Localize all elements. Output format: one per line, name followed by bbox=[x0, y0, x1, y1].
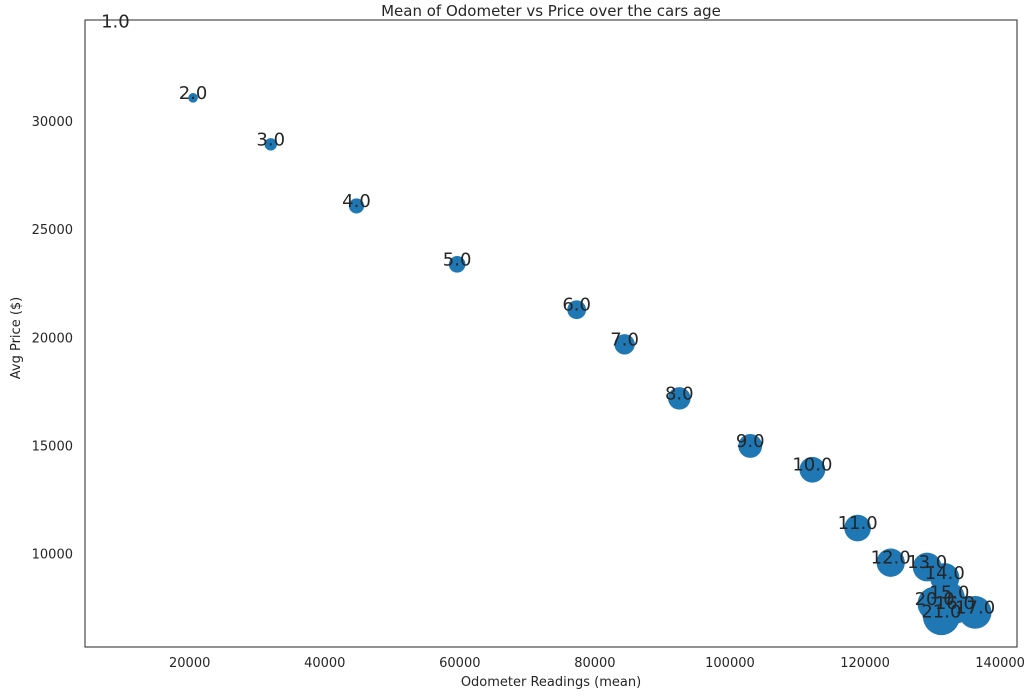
data-point-label: 12.0 bbox=[871, 548, 911, 569]
x-tick-label: 40000 bbox=[304, 656, 345, 671]
data-point bbox=[668, 387, 691, 410]
x-tick-label: 120000 bbox=[840, 656, 890, 671]
data-point-label: 1.0 bbox=[101, 11, 130, 32]
data-point-label: 17.0 bbox=[955, 597, 995, 618]
data-point bbox=[922, 598, 960, 636]
data-point-label: 9.0 bbox=[736, 431, 765, 452]
data-point bbox=[448, 255, 466, 273]
data-point bbox=[188, 93, 198, 103]
y-tick-labels: 10000 15000 20000 25000 30000 bbox=[32, 115, 73, 562]
x-tick-label: 20000 bbox=[169, 656, 210, 671]
data-point-label: 15.0 bbox=[929, 582, 969, 603]
data-point-label: 13.0 bbox=[907, 552, 947, 573]
data-point-label: 6.0 bbox=[562, 295, 591, 316]
data-point bbox=[348, 198, 365, 214]
data-point bbox=[799, 456, 826, 483]
data-point-label: 8.0 bbox=[665, 383, 694, 404]
data-point bbox=[958, 596, 992, 629]
data-point-label: 5.0 bbox=[443, 249, 472, 270]
data-point-label: 16.0 bbox=[935, 593, 975, 614]
data-point-label: 4.0 bbox=[342, 191, 371, 212]
data-point bbox=[264, 138, 277, 151]
y-axis-label: Avg Price ($) bbox=[9, 297, 24, 379]
x-tick-labels: 20000 40000 60000 80000 100000 120000 140000 bbox=[169, 656, 1025, 671]
y-tick-label: 20000 bbox=[32, 331, 73, 346]
data-point bbox=[844, 514, 871, 542]
y-tick-label: 10000 bbox=[32, 548, 73, 563]
data-point-label: 7.0 bbox=[610, 329, 639, 350]
data-point bbox=[738, 434, 763, 458]
data-point-label: 11.0 bbox=[838, 513, 878, 534]
data-point-label: 3.0 bbox=[256, 129, 285, 150]
y-tick-label: 30000 bbox=[32, 115, 73, 130]
data-point-label: 10.0 bbox=[792, 455, 832, 476]
point-labels-layer: 1.02.03.04.05.06.07.08.09.010.011.012.01… bbox=[101, 11, 995, 622]
y-tick-label: 25000 bbox=[32, 223, 73, 238]
x-tick-label: 80000 bbox=[574, 656, 615, 671]
x-tick-label: 100000 bbox=[705, 656, 755, 671]
y-tick-label: 15000 bbox=[32, 439, 73, 454]
chart-title: Mean of Odometer vs Price over the cars … bbox=[381, 2, 721, 20]
plot-frame bbox=[84, 19, 1018, 648]
data-point bbox=[876, 548, 905, 577]
data-point bbox=[567, 300, 587, 320]
data-point-label: 2.0 bbox=[179, 83, 208, 104]
x-tick-label: 140000 bbox=[975, 656, 1025, 671]
x-axis-label: Odometer Readings (mean) bbox=[461, 675, 641, 690]
data-point-label: 14.0 bbox=[925, 563, 965, 584]
data-point-label: 20.0 bbox=[915, 589, 955, 610]
data-point-label: 21.0 bbox=[921, 602, 961, 623]
x-tick-label: 60000 bbox=[439, 656, 480, 671]
data-point bbox=[614, 334, 635, 355]
points-layer bbox=[188, 93, 992, 636]
